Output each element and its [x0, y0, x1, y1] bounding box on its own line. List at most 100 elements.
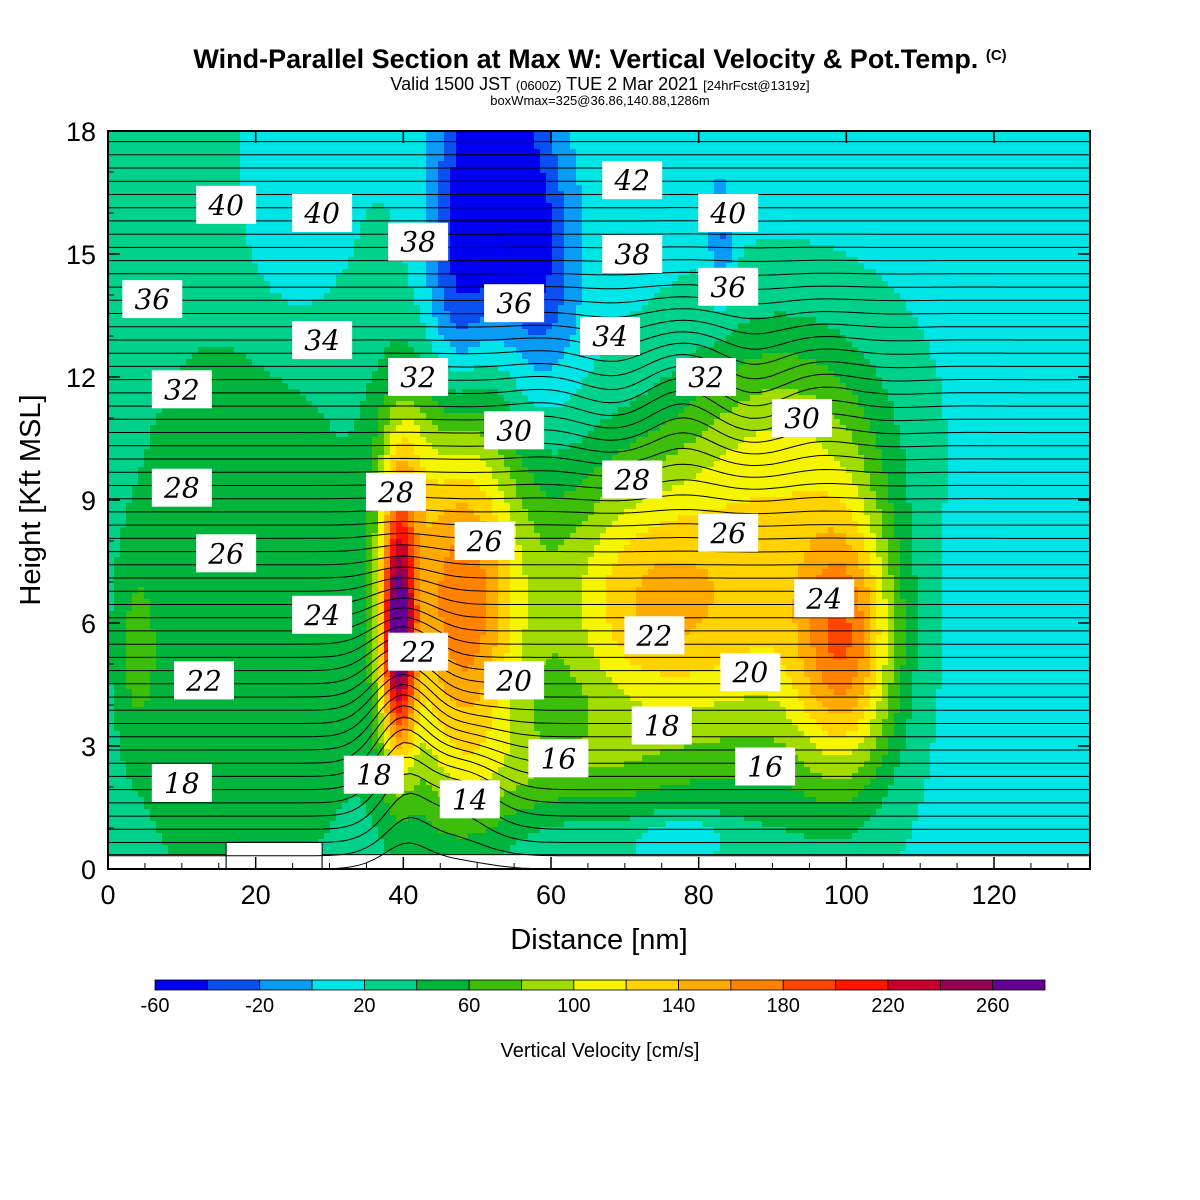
field-cell — [744, 179, 751, 186]
field-cell — [1050, 143, 1057, 150]
field-cell — [534, 239, 541, 246]
field-cell — [156, 161, 163, 168]
field-cell — [984, 305, 991, 312]
field-cell — [822, 221, 829, 228]
field-cell — [504, 155, 511, 162]
field-cell — [990, 221, 997, 228]
field-cell — [1074, 263, 1081, 270]
field-cell — [852, 209, 859, 216]
field-cell — [1032, 269, 1039, 276]
field-cell — [852, 275, 859, 282]
field-cell — [270, 137, 277, 144]
field-cell — [210, 143, 217, 150]
field-cell — [234, 179, 241, 186]
field-cell — [924, 137, 931, 144]
field-cell — [930, 197, 937, 204]
field-cell — [900, 221, 907, 228]
field-cell — [882, 203, 889, 210]
field-cell — [576, 281, 583, 288]
field-cell — [528, 245, 535, 252]
field-cell — [528, 209, 535, 216]
field-cell — [168, 173, 175, 180]
field-cell — [162, 251, 169, 258]
field-cell — [372, 203, 379, 210]
field-cell — [252, 275, 259, 282]
field-cell — [666, 143, 673, 150]
field-cell — [186, 251, 193, 258]
field-cell — [282, 275, 289, 282]
field-cell — [726, 173, 733, 180]
field-cell — [930, 251, 937, 258]
field-cell — [360, 275, 367, 282]
field-cell — [438, 179, 445, 186]
field-cell — [282, 155, 289, 162]
field-cell — [642, 143, 649, 150]
field-cell — [462, 263, 469, 270]
field-cell — [888, 197, 895, 204]
field-cell — [456, 245, 463, 252]
field-cell — [588, 155, 595, 162]
field-cell — [570, 203, 577, 210]
field-cell — [288, 251, 295, 258]
field-cell — [498, 179, 505, 186]
field-cell — [318, 155, 325, 162]
field-cell — [954, 227, 961, 234]
field-cell — [258, 137, 265, 144]
field-cell — [570, 299, 577, 306]
field-cell — [948, 221, 955, 228]
field-cell — [588, 293, 595, 300]
field-cell — [864, 209, 871, 216]
field-cell — [1050, 179, 1057, 186]
field-cell — [258, 245, 265, 252]
field-cell — [906, 281, 913, 288]
field-cell — [270, 263, 277, 270]
field-cell — [240, 269, 247, 276]
field-cell — [246, 227, 253, 234]
field-cell — [972, 203, 979, 210]
field-cell — [660, 137, 667, 144]
field-cell — [756, 179, 763, 186]
field-cell — [240, 227, 247, 234]
field-cell — [738, 245, 745, 252]
field-cell — [234, 287, 241, 294]
field-cell — [570, 155, 577, 162]
field-cell — [1068, 209, 1075, 216]
field-cell — [150, 179, 157, 186]
field-cell — [360, 311, 367, 318]
field-cell — [258, 221, 265, 228]
field-cell — [1074, 275, 1081, 282]
field-cell — [450, 311, 457, 318]
field-cell — [774, 293, 781, 300]
field-cell — [816, 263, 823, 270]
field-cell — [312, 143, 319, 150]
field-cell — [468, 293, 475, 300]
field-cell — [282, 311, 289, 318]
field-cell — [390, 287, 397, 294]
field-cell — [1062, 203, 1069, 210]
field-cell — [132, 161, 139, 168]
field-cell — [1056, 293, 1063, 300]
field-cell — [918, 263, 925, 270]
field-cell — [954, 209, 961, 216]
field-cell — [372, 245, 379, 252]
field-cell — [564, 227, 571, 234]
field-cell — [1062, 197, 1069, 204]
field-cell — [486, 179, 493, 186]
field-cell — [594, 173, 601, 180]
field-cell — [792, 209, 799, 216]
field-cell — [636, 281, 643, 288]
field-cell — [432, 143, 439, 150]
field-cell — [1026, 155, 1033, 162]
field-cell — [456, 185, 463, 192]
field-cell — [540, 155, 547, 162]
field-cell — [1002, 209, 1009, 216]
field-cell — [564, 239, 571, 246]
field-cell — [552, 185, 559, 192]
field-cell — [552, 221, 559, 228]
field-cell — [618, 137, 625, 144]
field-cell — [510, 137, 517, 144]
field-cell — [912, 287, 919, 294]
field-cell — [966, 275, 973, 282]
field-cell — [498, 269, 505, 276]
field-cell — [204, 269, 211, 276]
